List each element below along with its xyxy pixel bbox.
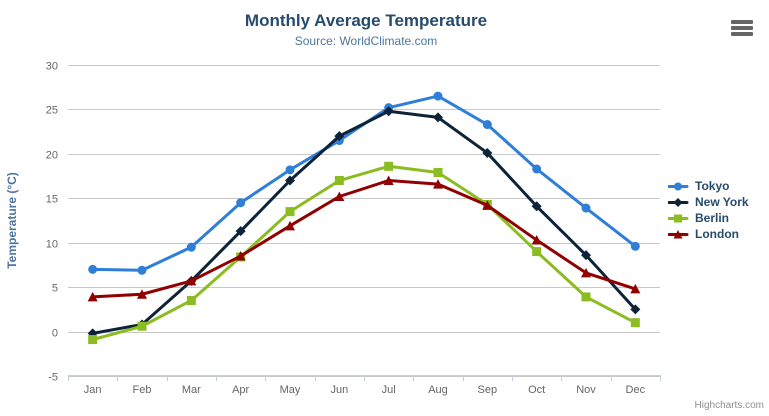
series-line: [91, 164, 637, 342]
triangle-legend-icon: [668, 229, 689, 238]
data-point[interactable]: [285, 175, 295, 186]
data-point[interactable]: [334, 176, 344, 186]
data-point[interactable]: [236, 198, 246, 208]
data-point[interactable]: [384, 161, 394, 171]
data-point[interactable]: [433, 91, 443, 101]
circle-legend-icon: [668, 182, 689, 190]
data-point[interactable]: [235, 226, 246, 237]
data-point[interactable]: [581, 292, 591, 302]
y-axis-label: 5: [52, 283, 58, 295]
y-axis-label: 25: [46, 105, 58, 117]
data-point[interactable]: [137, 265, 147, 275]
data-point[interactable]: [383, 106, 394, 117]
data-point[interactable]: [532, 164, 542, 174]
hamburger-icon: [731, 26, 753, 30]
data-point[interactable]: [285, 165, 295, 175]
x-axis-label: Dec: [626, 384, 646, 396]
legend-item-tokyo[interactable]: Tokyo: [668, 178, 749, 194]
data-point[interactable]: [630, 304, 641, 315]
data-point[interactable]: [581, 267, 591, 278]
legend-label: New York: [695, 195, 749, 209]
data-point[interactable]: [186, 242, 196, 252]
series-london: [87, 175, 641, 302]
credits-link[interactable]: Highcharts.com: [694, 400, 764, 411]
data-point[interactable]: [482, 200, 493, 210]
legend-marker: [673, 229, 683, 238]
chart-subtitle: Source: WorldClimate.com: [294, 34, 438, 48]
data-point[interactable]: [482, 120, 492, 130]
hamburger-icon: [731, 32, 753, 36]
series-tokyo: [88, 91, 640, 275]
y-axis-label: -5: [48, 372, 58, 384]
data-point[interactable]: [630, 283, 641, 294]
series-line: [91, 179, 637, 299]
x-axis-label: Mar: [182, 384, 201, 396]
data-point[interactable]: [186, 275, 197, 286]
legend-marker: [673, 197, 683, 207]
data-point[interactable]: [87, 291, 98, 302]
data-point[interactable]: [88, 335, 98, 345]
legend-label: London: [695, 227, 739, 241]
data-point[interactable]: [285, 220, 295, 231]
x-axis-label: Apr: [232, 384, 249, 396]
data-point[interactable]: [137, 289, 147, 299]
data-point[interactable]: [581, 250, 591, 261]
data-point[interactable]: [235, 251, 246, 261]
legend-label: Berlin: [695, 211, 730, 225]
x-axis-label: Feb: [133, 384, 152, 396]
y-axis-label: 30: [46, 61, 58, 73]
data-point[interactable]: [532, 247, 542, 257]
context-menu-button[interactable]: [731, 20, 753, 36]
data-point[interactable]: [581, 203, 591, 213]
x-axis-label: Jul: [382, 384, 396, 396]
data-point[interactable]: [482, 147, 493, 158]
series-line: [91, 109, 637, 335]
data-point[interactable]: [433, 112, 443, 123]
data-point[interactable]: [433, 179, 443, 189]
data-point[interactable]: [433, 168, 443, 178]
legend: Tokyo New York Berlin London: [668, 178, 749, 242]
data-point[interactable]: [88, 264, 98, 274]
chart-title: Monthly Average Temperature: [244, 11, 488, 30]
data-point[interactable]: [285, 207, 295, 217]
y-axis-label: 0: [52, 328, 58, 340]
legend-item-berlin[interactable]: Berlin: [668, 210, 749, 226]
y-axis-title: Temperature (°C): [5, 172, 19, 269]
x-axis-label: Jun: [330, 384, 348, 396]
x-axis-label: May: [280, 384, 301, 396]
data-point[interactable]: [334, 131, 345, 142]
legend-item-london[interactable]: London: [668, 226, 749, 242]
y-axis-label: 15: [46, 194, 58, 206]
data-point[interactable]: [334, 191, 345, 202]
data-point[interactable]: [630, 241, 640, 251]
diamond-legend-icon: [668, 197, 689, 207]
data-point[interactable]: [531, 235, 542, 245]
x-axis-label: Sep: [478, 384, 498, 396]
legend-label: Tokyo: [695, 179, 730, 193]
data-point[interactable]: [186, 295, 196, 305]
legend-marker: [674, 182, 682, 190]
y-axis-label: 20: [46, 150, 58, 162]
square-legend-icon: [668, 214, 689, 222]
data-point[interactable]: [137, 321, 147, 331]
x-axis-label: Jan: [84, 384, 102, 396]
x-axis-label: Oct: [528, 384, 545, 396]
x-axis-label: Aug: [428, 384, 448, 396]
data-point[interactable]: [383, 175, 394, 186]
data-point[interactable]: [630, 318, 640, 328]
data-point[interactable]: [531, 201, 542, 212]
x-axis-label: Nov: [576, 384, 596, 396]
hamburger-icon: [731, 20, 753, 24]
y-axis-label: 10: [46, 239, 58, 251]
legend-item-new-york[interactable]: New York: [668, 194, 749, 210]
series-new-york: [87, 106, 641, 339]
legend-marker: [674, 214, 682, 222]
